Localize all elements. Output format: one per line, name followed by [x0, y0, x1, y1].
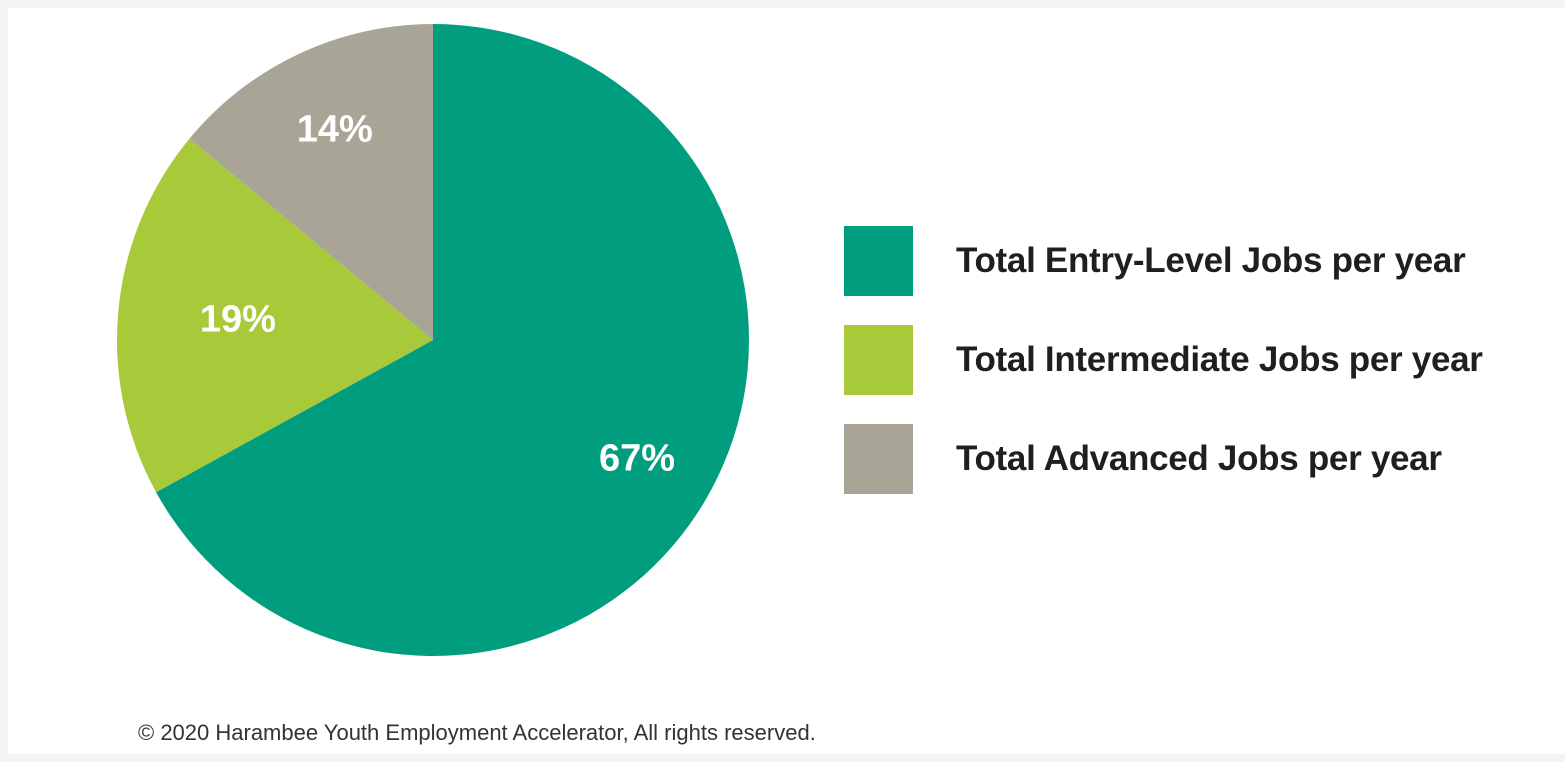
- pie-slice-total-entry-level-jobs-per-year: [156, 24, 749, 656]
- legend-item-entry-level: Total Entry-Level Jobs per year: [844, 226, 1483, 296]
- pie-slice-label-total-intermediate-jobs-per-year: 19%: [200, 299, 276, 341]
- legend-swatch-advanced: [844, 424, 913, 494]
- chart-frame: 67% 19% 14% Total Entry-Level Jobs per yea…: [8, 8, 1565, 754]
- chart-legend: Total Entry-Level Jobs per year Total In…: [844, 226, 1483, 523]
- legend-item-intermediate: Total Intermediate Jobs per year: [844, 325, 1483, 395]
- legend-swatch-entry-level: [844, 226, 913, 296]
- pie-slice-label-total-entry-level-jobs-per-year: 67%: [599, 438, 675, 480]
- legend-label-advanced: Total Advanced Jobs per year: [956, 439, 1442, 478]
- legend-swatch-intermediate: [844, 325, 913, 395]
- legend-label-entry-level: Total Entry-Level Jobs per year: [956, 241, 1466, 280]
- legend-label-intermediate: Total Intermediate Jobs per year: [956, 340, 1483, 379]
- legend-item-advanced: Total Advanced Jobs per year: [844, 424, 1483, 494]
- pie-chart: 67% 19% 14%: [117, 24, 749, 656]
- pie-slice-total-intermediate-jobs-per-year: [117, 138, 434, 493]
- copyright-notice: © 2020 Harambee Youth Employment Acceler…: [138, 720, 816, 745]
- pie-slice-label-total-advanced-jobs-per-year: 14%: [297, 108, 373, 150]
- pie-slice-total-advanced-jobs-per-year: [189, 24, 433, 340]
